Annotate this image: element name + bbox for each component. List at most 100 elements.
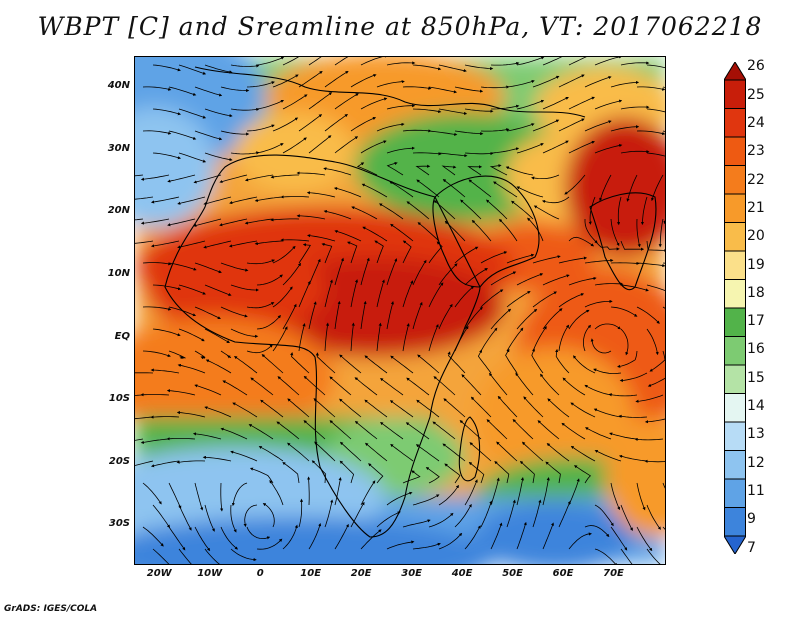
streamline [298, 71, 323, 88]
streamline [618, 454, 648, 462]
streamline [584, 76, 612, 88]
streamline [584, 219, 598, 244]
streamline [334, 93, 359, 110]
streamline [334, 300, 341, 330]
streamline [228, 240, 258, 248]
streamline [594, 57, 623, 66]
streamline [246, 526, 271, 540]
streamline [354, 377, 378, 396]
streamline [314, 441, 336, 462]
lat-tick-label: 40N [107, 80, 130, 92]
streamline [471, 219, 492, 242]
streamline [584, 427, 612, 440]
streamline [438, 64, 467, 73]
streamline [390, 355, 414, 374]
streamline [568, 96, 595, 110]
streamline [386, 104, 416, 110]
streamline [454, 246, 479, 264]
streamline [619, 372, 648, 382]
streamline [220, 130, 250, 136]
streamline [204, 504, 215, 532]
streamline [573, 465, 592, 484]
streamline [135, 416, 154, 420]
colorbar-segment [724, 108, 746, 138]
colorbar-label: 16 [747, 341, 765, 358]
streamline [168, 86, 197, 96]
lon-tick-label: 10W [197, 568, 223, 579]
streamlines [135, 57, 665, 564]
streamline [438, 532, 463, 550]
streamline [282, 262, 301, 286]
streamline [168, 262, 197, 271]
streamline [532, 499, 542, 528]
streamline [219, 218, 248, 227]
streamline [313, 398, 336, 418]
streamline [246, 81, 275, 88]
colorbar-label: 24 [747, 115, 765, 131]
lon-tick-label: 30E [401, 568, 422, 579]
streamline [636, 130, 665, 136]
streamline [468, 179, 492, 198]
streamline [516, 143, 544, 154]
streamline [152, 152, 182, 160]
streamline [640, 196, 648, 226]
streamline [540, 373, 560, 396]
streamline [334, 57, 349, 66]
streamline [568, 532, 592, 550]
streamline [442, 179, 466, 198]
streamline [594, 240, 620, 251]
streamline [230, 504, 237, 533]
streamline [570, 402, 596, 418]
lon-tick-label: 70E [603, 568, 624, 579]
streamline [469, 442, 492, 462]
streamline [135, 218, 144, 221]
streamline [582, 324, 592, 352]
streamline [646, 152, 665, 157]
streamline [308, 522, 322, 550]
streamline [177, 363, 206, 374]
streamline [562, 377, 586, 396]
streamline [272, 245, 296, 264]
streamline [339, 441, 362, 462]
streamline [636, 306, 660, 324]
streamline [362, 226, 388, 242]
streamline [272, 117, 299, 132]
streamline [542, 96, 569, 110]
streamline [412, 152, 442, 156]
streamline [620, 105, 650, 110]
map-panel [134, 56, 666, 565]
streamline [505, 348, 518, 374]
streamline [204, 108, 233, 118]
streamline [412, 494, 440, 506]
streamline [220, 306, 248, 318]
streamline [498, 218, 518, 242]
streamline [568, 309, 590, 330]
streamline [402, 240, 412, 264]
colorbar-label: 20 [747, 228, 765, 245]
colorbar-segment [724, 79, 746, 109]
streamline [168, 130, 197, 140]
streamline [376, 122, 405, 132]
streamline [634, 437, 664, 441]
streamline [222, 380, 248, 396]
streamline [532, 326, 547, 352]
streamline [329, 420, 352, 440]
streamline [486, 419, 508, 440]
streamline [428, 241, 443, 264]
streamline [516, 521, 527, 550]
streamline [459, 420, 482, 440]
streamline [360, 529, 382, 550]
streamline [610, 80, 640, 88]
streamline [609, 432, 638, 440]
streamline [166, 389, 196, 396]
streamline [531, 348, 544, 374]
streamline [307, 476, 311, 506]
streamline [152, 64, 181, 72]
streamline [230, 151, 260, 155]
lon-tick-label: 0 [256, 568, 264, 579]
streamline [193, 218, 222, 227]
streamline [444, 463, 461, 484]
streamline [256, 274, 283, 286]
streamline [454, 285, 475, 308]
streamline [140, 438, 170, 444]
